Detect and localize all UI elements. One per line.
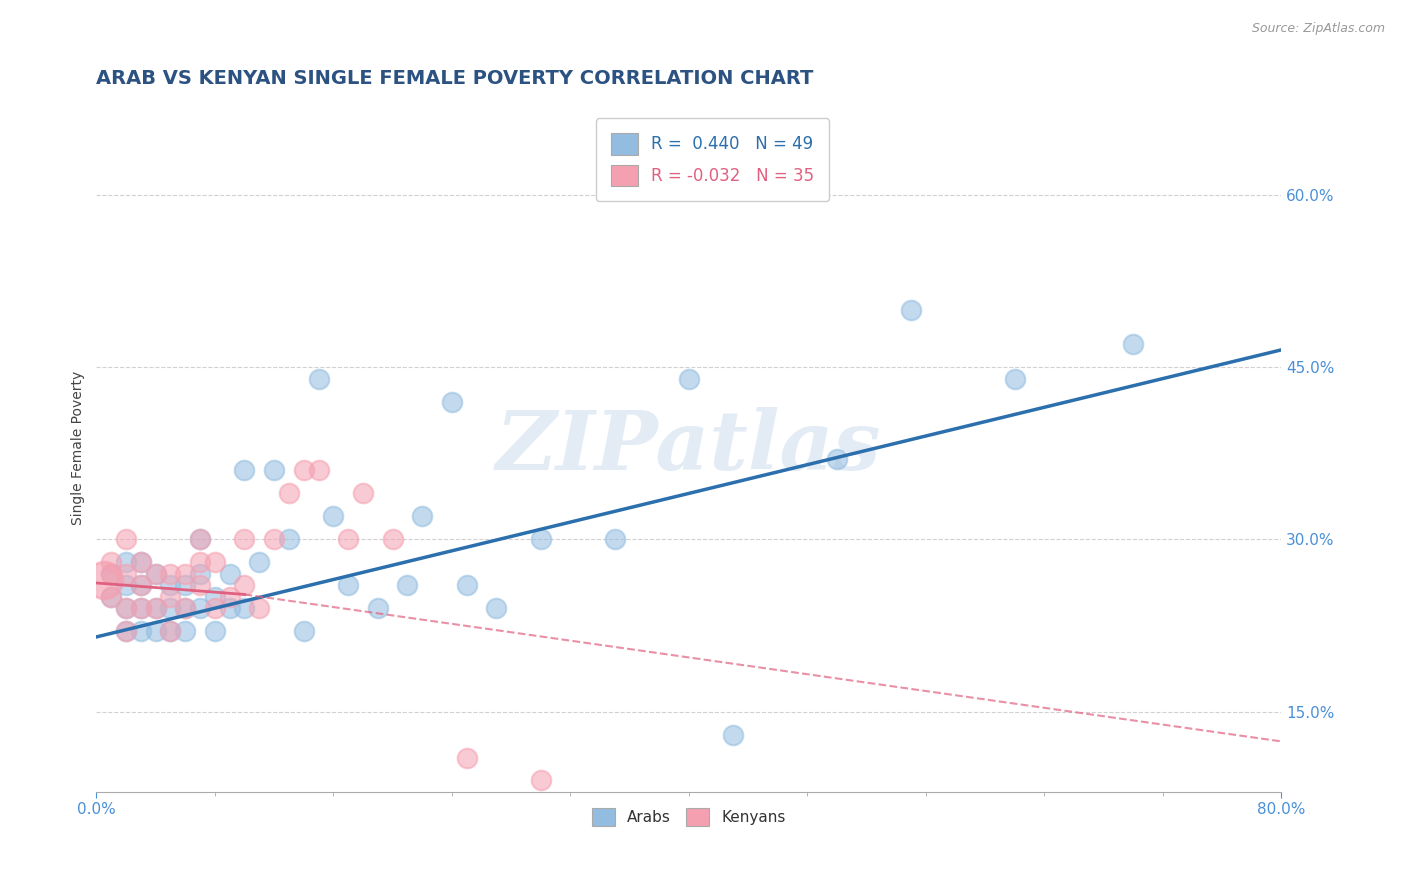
Point bbox=[129, 578, 152, 592]
Point bbox=[115, 601, 138, 615]
Y-axis label: Single Female Poverty: Single Female Poverty bbox=[72, 370, 86, 524]
Point bbox=[145, 566, 167, 581]
Point bbox=[115, 555, 138, 569]
Point bbox=[233, 601, 256, 615]
Point bbox=[1122, 337, 1144, 351]
Point bbox=[233, 533, 256, 547]
Point bbox=[93, 573, 115, 587]
Point bbox=[174, 601, 197, 615]
Point bbox=[233, 578, 256, 592]
Point bbox=[678, 371, 700, 385]
Point bbox=[247, 555, 270, 569]
Point bbox=[145, 624, 167, 639]
Point bbox=[292, 463, 315, 477]
Point bbox=[129, 578, 152, 592]
Point bbox=[1004, 371, 1026, 385]
Point bbox=[485, 601, 508, 615]
Point bbox=[145, 601, 167, 615]
Point bbox=[277, 533, 299, 547]
Point bbox=[233, 463, 256, 477]
Point bbox=[188, 578, 211, 592]
Point bbox=[129, 555, 152, 569]
Point bbox=[115, 624, 138, 639]
Text: ZIPatlas: ZIPatlas bbox=[496, 408, 882, 487]
Point bbox=[337, 533, 360, 547]
Point bbox=[159, 624, 181, 639]
Point bbox=[204, 624, 226, 639]
Point bbox=[174, 578, 197, 592]
Point bbox=[337, 578, 360, 592]
Point bbox=[159, 590, 181, 604]
Point bbox=[188, 533, 211, 547]
Point bbox=[308, 371, 330, 385]
Point bbox=[530, 773, 553, 788]
Point bbox=[115, 533, 138, 547]
Point bbox=[530, 533, 553, 547]
Legend: Arabs, Kenyans: Arabs, Kenyans bbox=[586, 802, 792, 832]
Point bbox=[188, 566, 211, 581]
Point bbox=[367, 601, 389, 615]
Point bbox=[292, 624, 315, 639]
Point bbox=[159, 578, 181, 592]
Point bbox=[396, 578, 419, 592]
Point bbox=[174, 566, 197, 581]
Point bbox=[174, 601, 197, 615]
Point bbox=[900, 302, 922, 317]
Point bbox=[159, 624, 181, 639]
Point bbox=[603, 533, 626, 547]
Point bbox=[115, 566, 138, 581]
Point bbox=[456, 750, 478, 764]
Point bbox=[174, 624, 197, 639]
Point bbox=[188, 555, 211, 569]
Point bbox=[129, 555, 152, 569]
Point bbox=[204, 555, 226, 569]
Point bbox=[218, 590, 240, 604]
Point bbox=[100, 590, 122, 604]
Point bbox=[277, 486, 299, 500]
Point bbox=[825, 452, 848, 467]
Point bbox=[247, 601, 270, 615]
Point bbox=[440, 394, 463, 409]
Point bbox=[100, 555, 122, 569]
Point bbox=[456, 578, 478, 592]
Point bbox=[263, 533, 285, 547]
Point bbox=[204, 601, 226, 615]
Point bbox=[352, 486, 374, 500]
Point bbox=[308, 463, 330, 477]
Point bbox=[188, 533, 211, 547]
Point bbox=[263, 463, 285, 477]
Point bbox=[115, 624, 138, 639]
Point bbox=[204, 590, 226, 604]
Point bbox=[100, 566, 122, 581]
Point bbox=[159, 601, 181, 615]
Point bbox=[322, 509, 344, 524]
Point bbox=[188, 601, 211, 615]
Point bbox=[100, 590, 122, 604]
Text: ARAB VS KENYAN SINGLE FEMALE POVERTY CORRELATION CHART: ARAB VS KENYAN SINGLE FEMALE POVERTY COR… bbox=[97, 69, 814, 87]
Point bbox=[218, 566, 240, 581]
Point bbox=[145, 566, 167, 581]
Point bbox=[381, 533, 404, 547]
Point bbox=[100, 566, 122, 581]
Point bbox=[129, 624, 152, 639]
Point bbox=[159, 566, 181, 581]
Point bbox=[145, 601, 167, 615]
Point bbox=[723, 727, 745, 741]
Point bbox=[411, 509, 433, 524]
Text: Source: ZipAtlas.com: Source: ZipAtlas.com bbox=[1251, 22, 1385, 36]
Point bbox=[129, 601, 152, 615]
Point bbox=[115, 601, 138, 615]
Point bbox=[115, 578, 138, 592]
Point bbox=[129, 601, 152, 615]
Point bbox=[218, 601, 240, 615]
